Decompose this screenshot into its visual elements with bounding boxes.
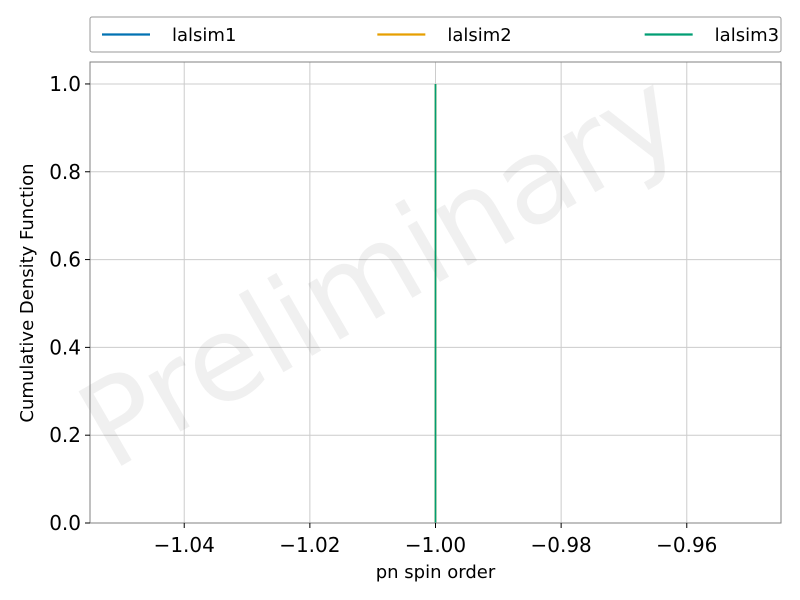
y-tick-label: 0.4 <box>49 335 81 359</box>
x-tick-label: −1.04 <box>154 533 215 557</box>
x-tick-label: −0.96 <box>656 533 717 557</box>
x-axis-label: pn spin order <box>376 562 496 583</box>
legend: lalsim1 lalsim2 lalsim3 <box>89 16 782 53</box>
legend-label-lalsim2: lalsim2 <box>447 25 511 46</box>
y-tick-label: 0.6 <box>49 248 81 272</box>
y-axis-label: Cumulative Density Function <box>17 163 38 422</box>
watermark-text: Preliminary <box>56 43 702 496</box>
y-tick-label: 0.0 <box>49 511 81 535</box>
x-tick-label: −1.00 <box>405 533 466 557</box>
y-axis-ticks: 0.0 0.2 0.4 0.6 0.8 1.0 <box>49 72 90 535</box>
x-tick-label: −0.98 <box>530 533 591 557</box>
x-axis-ticks: −1.04 −1.02 −1.00 −0.98 −0.96 <box>154 523 717 557</box>
legend-label-lalsim3: lalsim3 <box>715 25 779 46</box>
legend-box <box>89 16 782 53</box>
y-tick-label: 1.0 <box>49 72 81 96</box>
y-tick-label: 0.8 <box>49 160 81 184</box>
legend-label-lalsim1: lalsim1 <box>172 25 236 46</box>
x-tick-label: −1.02 <box>279 533 340 557</box>
y-tick-label: 0.2 <box>49 423 81 447</box>
